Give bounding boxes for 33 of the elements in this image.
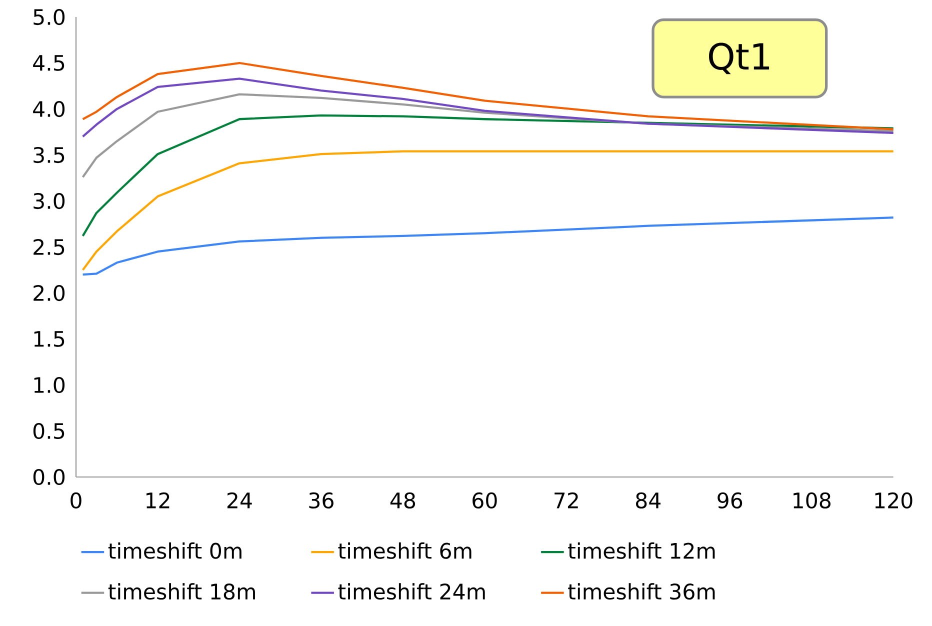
- legend-label: timeshift 0m: [108, 542, 242, 559]
- x-tick-label: 60: [472, 492, 497, 509]
- x-tick-label: 72: [554, 492, 578, 508]
- line-series: [82, 93, 894, 178]
- x-tick-label: 36: [309, 492, 334, 509]
- x-tick-label: 108: [794, 492, 830, 509]
- y-tick-label: 0.5: [33, 422, 64, 440]
- y-tick-label: 1.0: [34, 376, 65, 394]
- annotation: Qt1: [709, 42, 770, 74]
- x-tick-label: 24: [227, 492, 252, 508]
- line-series: [82, 114, 894, 238]
- legend-label: timeshift 12m: [568, 542, 715, 559]
- line-series: [82, 78, 894, 138]
- x-tick-label: 84: [636, 492, 661, 509]
- y-tick-label: 5.0: [34, 8, 65, 26]
- x-tick-label: 120: [875, 492, 912, 509]
- y-tick-label: 0.0: [33, 468, 65, 486]
- y-tick-label: 4.5: [33, 55, 64, 71]
- legend-label: timeshift 24m: [338, 583, 485, 600]
- y-tick-label: 2.0: [34, 284, 65, 302]
- legend-label: timeshift 6m: [338, 542, 472, 559]
- y-tick-label: 1.5: [34, 331, 64, 347]
- legend-label: timeshift 18m: [108, 583, 255, 600]
- y-tick-label: 2.5: [34, 238, 64, 256]
- x-tick-label: 0: [70, 492, 82, 509]
- y-tick-label: 4.0: [33, 100, 65, 118]
- line-series: [82, 216, 894, 276]
- x-tick-label: 96: [718, 492, 742, 509]
- legend-label: timeshift 36m: [568, 583, 715, 600]
- y-tick-label: 3.0: [34, 192, 65, 210]
- x-tick-label: 12: [146, 492, 170, 508]
- y-tick-label: 3.5: [34, 146, 64, 164]
- x-tick-label: 48: [390, 492, 416, 509]
